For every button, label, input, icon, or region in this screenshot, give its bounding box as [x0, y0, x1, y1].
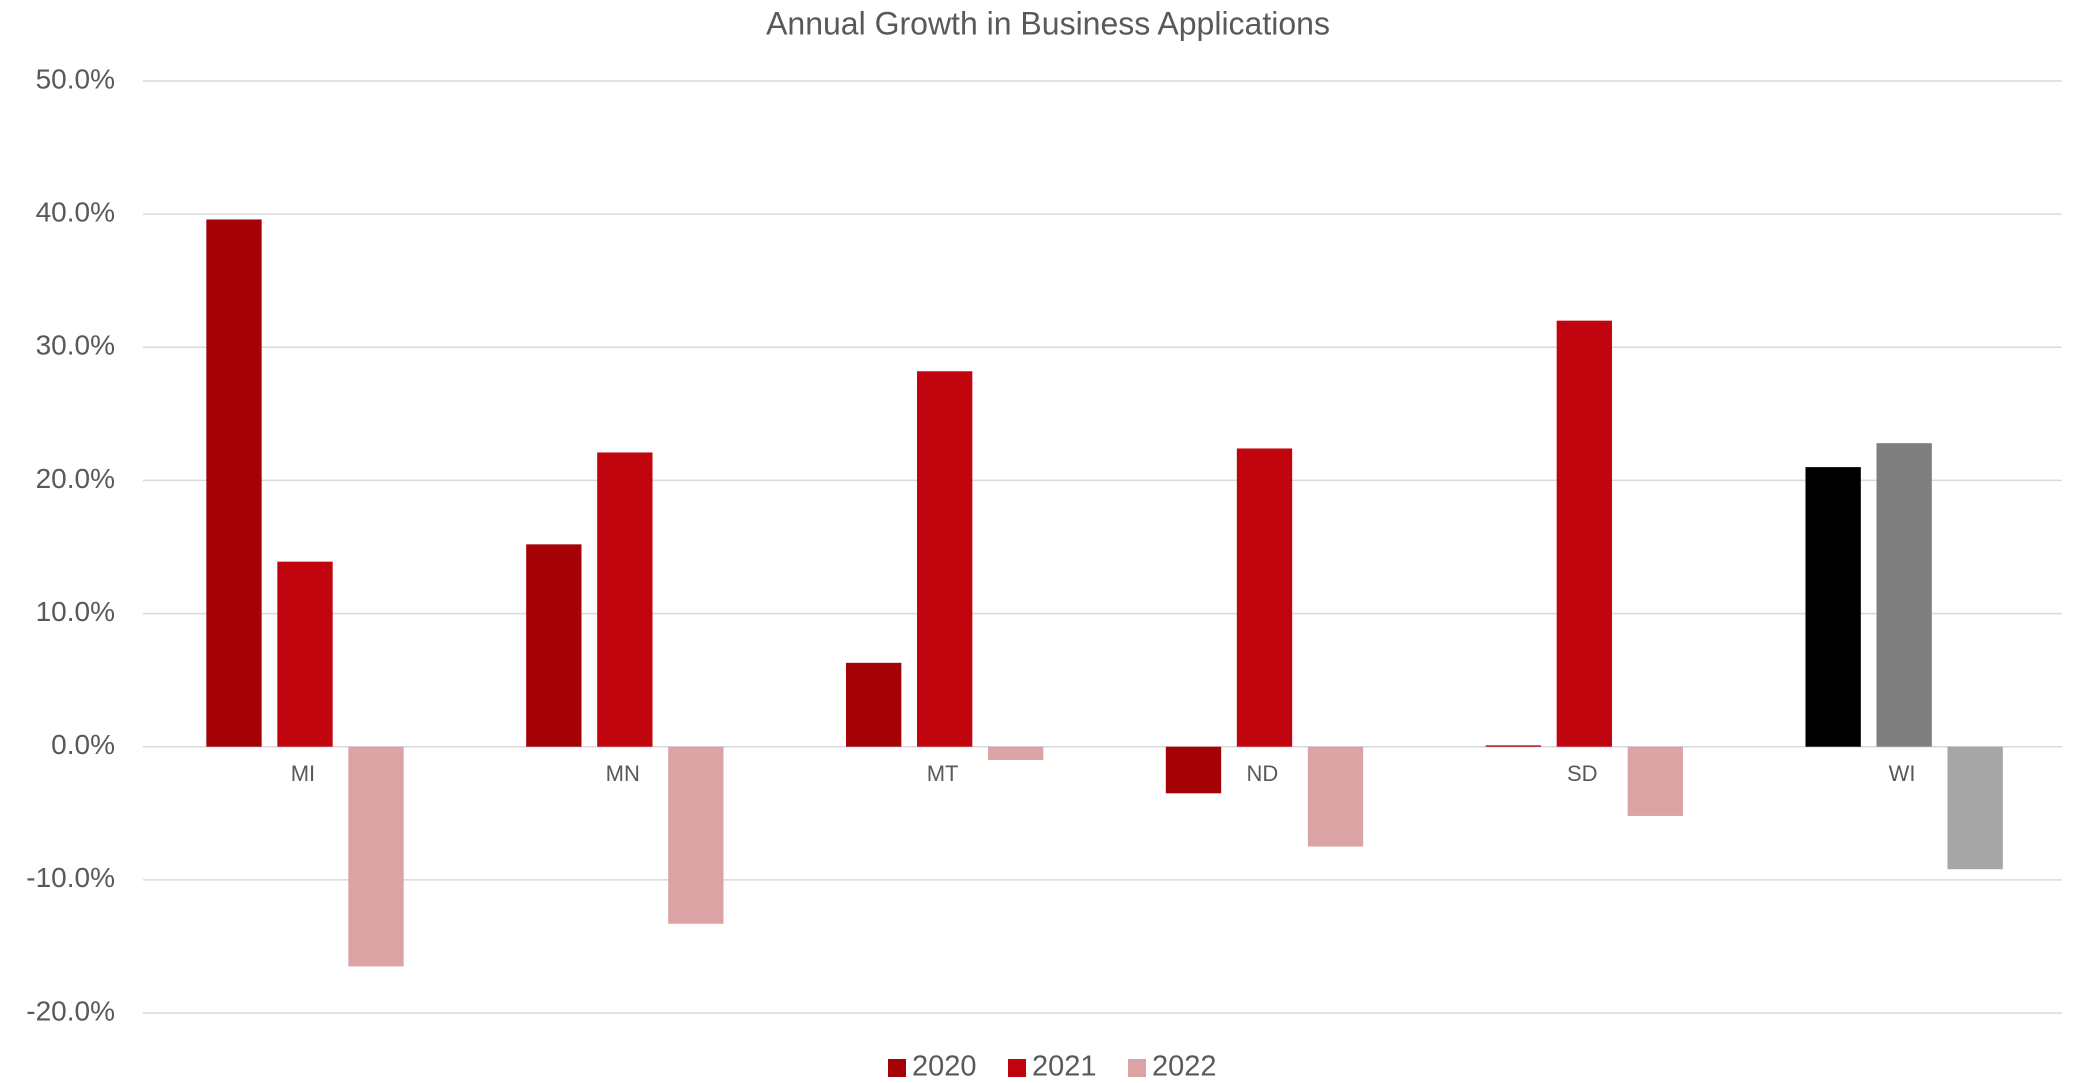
bar [526, 544, 582, 747]
bar [277, 561, 333, 747]
y-tick-label: -20.0% [26, 995, 115, 1026]
x-tick-label: WI [1889, 761, 1916, 786]
y-tick-label: 50.0% [36, 63, 115, 94]
x-tick-label: MT [927, 761, 959, 786]
x-tick-label: SD [1567, 761, 1598, 786]
x-tick-label: ND [1247, 761, 1279, 786]
y-tick-label: 20.0% [36, 463, 115, 494]
legend-swatch [888, 1059, 906, 1077]
chart-title: Annual Growth in Business Applications [766, 5, 1330, 41]
legend-label: 2020 [912, 1051, 977, 1083]
bar [1236, 448, 1293, 747]
bar [1627, 746, 1683, 816]
bar [1805, 467, 1861, 747]
x-tick-label: MN [606, 761, 640, 786]
bar [1485, 745, 1541, 747]
y-tick-label: 30.0% [36, 330, 115, 361]
bar [1307, 746, 1364, 847]
y-tick-label: 0.0% [51, 729, 115, 760]
bar [668, 746, 724, 924]
bar [1556, 320, 1612, 747]
bar [206, 219, 262, 747]
legend-label: 2022 [1152, 1051, 1217, 1083]
bar [916, 371, 973, 747]
y-tick-label: 40.0% [36, 197, 115, 228]
x-tick-label: MI [291, 761, 315, 786]
bar [597, 452, 653, 747]
bar [348, 746, 404, 967]
bar [1165, 746, 1222, 794]
bar [1876, 443, 1932, 747]
bar [845, 662, 902, 747]
bar [987, 746, 1044, 761]
legend-label: 2021 [1032, 1051, 1097, 1083]
y-tick-label: 10.0% [36, 596, 115, 627]
y-tick-label: -10.0% [26, 862, 115, 893]
legend-swatch [1008, 1059, 1026, 1077]
bar [1947, 746, 2003, 870]
legend-swatch [1128, 1059, 1146, 1077]
